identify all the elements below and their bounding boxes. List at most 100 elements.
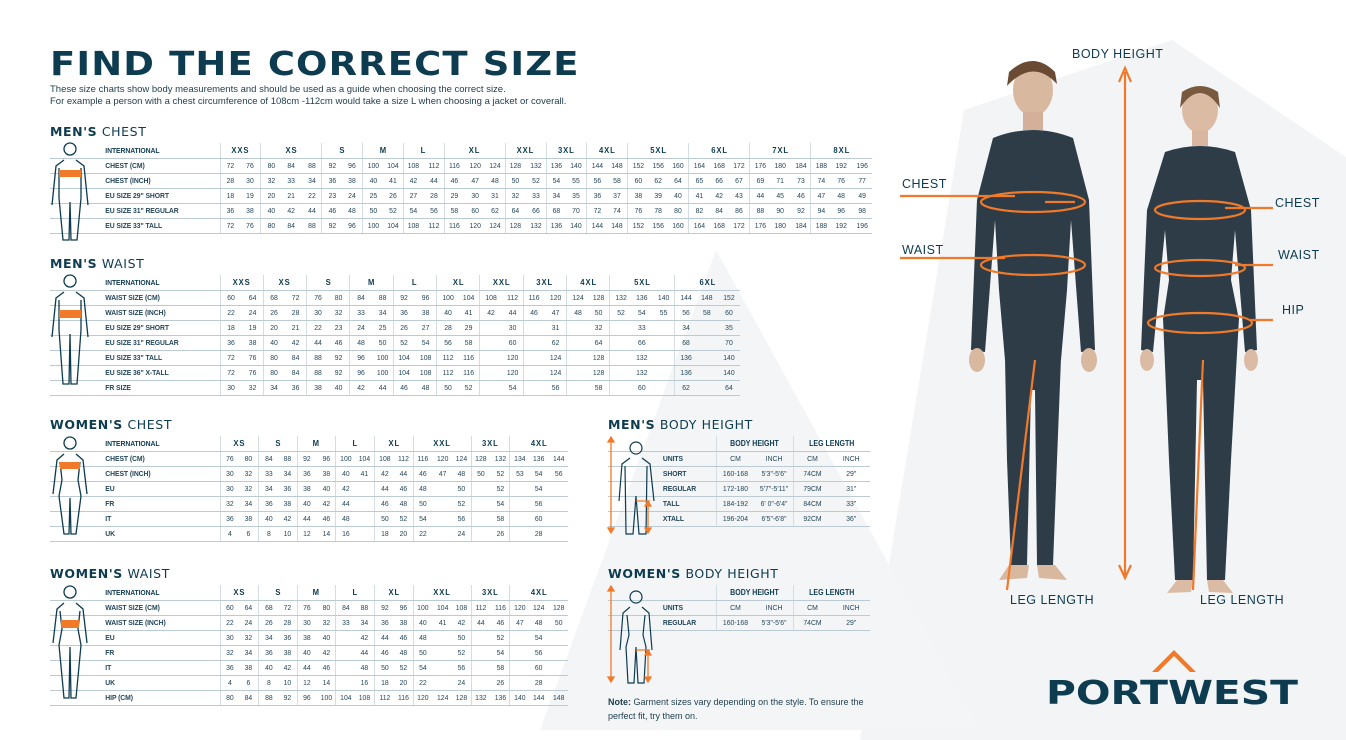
table-cell: 40	[437, 305, 458, 321]
table-cell: 42	[452, 615, 471, 631]
size-group-header: 4XL	[512, 436, 566, 452]
label-chest-male: CHEST	[902, 177, 947, 191]
table-cell: 80	[261, 158, 281, 174]
table-cell: 144	[587, 218, 607, 234]
table-cell: 132	[526, 218, 545, 234]
table-cell: 44	[302, 203, 321, 219]
table-row: UNITS CM INCH CM INCH	[608, 451, 870, 467]
header-row: BODY HEIGHT LEG LENGTH	[608, 585, 870, 601]
table-cell: 108	[415, 350, 436, 366]
table-cell: 20	[394, 526, 413, 542]
table-cell: 40	[363, 173, 382, 189]
table-cell: 124	[545, 350, 566, 366]
table-cell: 20	[394, 675, 413, 691]
portwest-logo-mark: PORTWEST	[1046, 648, 1299, 712]
table-cell: 37	[608, 188, 627, 204]
table-cell: 70	[719, 335, 739, 351]
table-cell: 164	[689, 158, 708, 174]
table-cell: 92CM	[794, 511, 830, 527]
table-cell: 6	[240, 675, 258, 691]
table-row: EU SIZE 36" X-TALL 72 76 80 84 88 92 96 100 104 10…	[50, 365, 740, 381]
size-group-header: XL	[376, 436, 412, 452]
table-cell: 112	[394, 451, 413, 467]
row-label: UK	[58, 675, 212, 691]
table-cell: 24	[350, 320, 371, 336]
table-cell: 112	[502, 290, 523, 306]
table-cell	[549, 511, 568, 527]
table-cell: 42	[317, 496, 336, 512]
table-cell: 32	[505, 188, 525, 204]
table-cell: INCH	[833, 600, 869, 616]
table-cell: 82	[689, 203, 708, 219]
header-row: INTERNATIONAL XS S M L XL XXL 3XL 4XL	[50, 436, 568, 452]
table-cell: 29"	[833, 466, 869, 482]
table-cell: 42	[356, 630, 374, 646]
table-cell: 128	[471, 451, 490, 467]
table-cell: 40	[261, 203, 281, 219]
male-height-figure-icon	[606, 436, 655, 535]
table-row: FR SIZE 30 32 34 36 38 40 42 44 46 48 50 52 54 56 58 60 6…	[50, 380, 740, 396]
table-cell	[433, 675, 451, 691]
table-cell: 76	[241, 218, 260, 234]
size-group-header: XS	[265, 275, 305, 291]
table-cell: 54	[530, 481, 548, 497]
table-cell: 84	[350, 290, 371, 306]
table-cell: 128	[589, 365, 609, 381]
table-cell: 8	[259, 526, 278, 542]
table-cell: 16	[336, 526, 355, 542]
table-cell: 84	[336, 600, 355, 616]
table-cell: 24	[452, 526, 471, 542]
table-cell: 30	[220, 481, 239, 497]
table-cell: 36	[259, 496, 278, 512]
table-cell: 40	[263, 335, 284, 351]
table-cell: 188	[811, 158, 831, 174]
female-height-figure-icon	[606, 585, 653, 684]
table-cell	[510, 481, 529, 497]
table-cell: 36"	[833, 511, 869, 527]
table-cell	[356, 496, 374, 512]
table-cell: 172	[730, 218, 749, 234]
table-cell: 50	[413, 496, 432, 512]
table-cell: 46	[394, 481, 413, 497]
table-cell: 32	[261, 173, 281, 189]
table-cell	[433, 526, 451, 542]
table-cell: 46	[329, 335, 349, 351]
row-label: EU	[58, 481, 212, 497]
size-group-header: 3XL	[472, 585, 508, 601]
table-cell: 44	[372, 380, 393, 396]
table-cell	[471, 630, 490, 646]
table-cell: 64	[505, 203, 525, 219]
size-group-header: 6XL	[691, 143, 747, 159]
table-row: FR 32 34 36 38 40 42 44 46 48 50 52 54 56	[50, 496, 568, 512]
table-cell: 28	[424, 188, 444, 204]
table-cell: 52	[491, 466, 509, 482]
heading-womens-waist: WOMEN'S WAIST	[50, 566, 170, 581]
table-cell: 152	[719, 290, 739, 306]
table-cell: 36	[322, 173, 342, 189]
table-row: EU SIZE 33" TALL 72 76 80 84 88 92 96 100 104 108 1…	[50, 218, 872, 234]
table-cell: 124	[485, 218, 505, 234]
page-title: FIND THE CORRECT SIZE	[50, 44, 580, 83]
table-cell: 44	[307, 335, 328, 351]
table-cell: 100	[437, 290, 458, 306]
table-cell: 104	[433, 600, 451, 616]
table-cell	[336, 630, 355, 646]
table-cell: 38	[317, 466, 336, 482]
intro-line-2: For example a person with a chest circum…	[50, 96, 567, 107]
header-label: INTERNATIONAL	[58, 143, 212, 159]
table-cell: 140	[567, 158, 586, 174]
table-cell: 40	[669, 188, 688, 204]
table-cell: 196	[852, 158, 871, 174]
table-cell: 72	[220, 350, 241, 366]
table-cell: 124	[452, 451, 471, 467]
table-cell: 76	[297, 600, 316, 616]
table-cell: 30	[465, 188, 484, 204]
table-cell: 116	[444, 158, 464, 174]
table-cell: 54	[415, 335, 436, 351]
header-label: INTERNATIONAL	[58, 275, 212, 291]
table-cell	[510, 645, 529, 661]
row-label: IT	[58, 511, 212, 527]
table-cell	[433, 496, 451, 512]
table-cell: 96	[350, 365, 371, 381]
table-cell: 42	[403, 173, 423, 189]
